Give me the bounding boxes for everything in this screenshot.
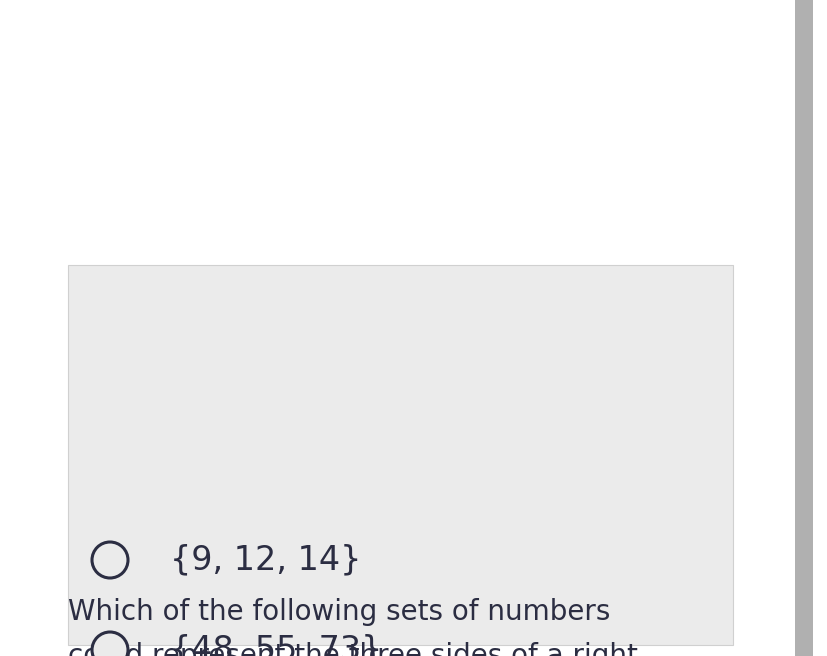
Text: could represent the three sides of a right: could represent the three sides of a rig… [68,642,637,656]
Text: {9, 12, 14}: {9, 12, 14} [170,544,361,577]
Text: {48, 55, 73}: {48, 55, 73} [170,634,382,656]
Ellipse shape [92,542,128,578]
Text: Which of the following sets of numbers: Which of the following sets of numbers [68,598,609,626]
FancyBboxPatch shape [794,0,812,656]
FancyBboxPatch shape [68,265,732,645]
Ellipse shape [92,632,128,656]
